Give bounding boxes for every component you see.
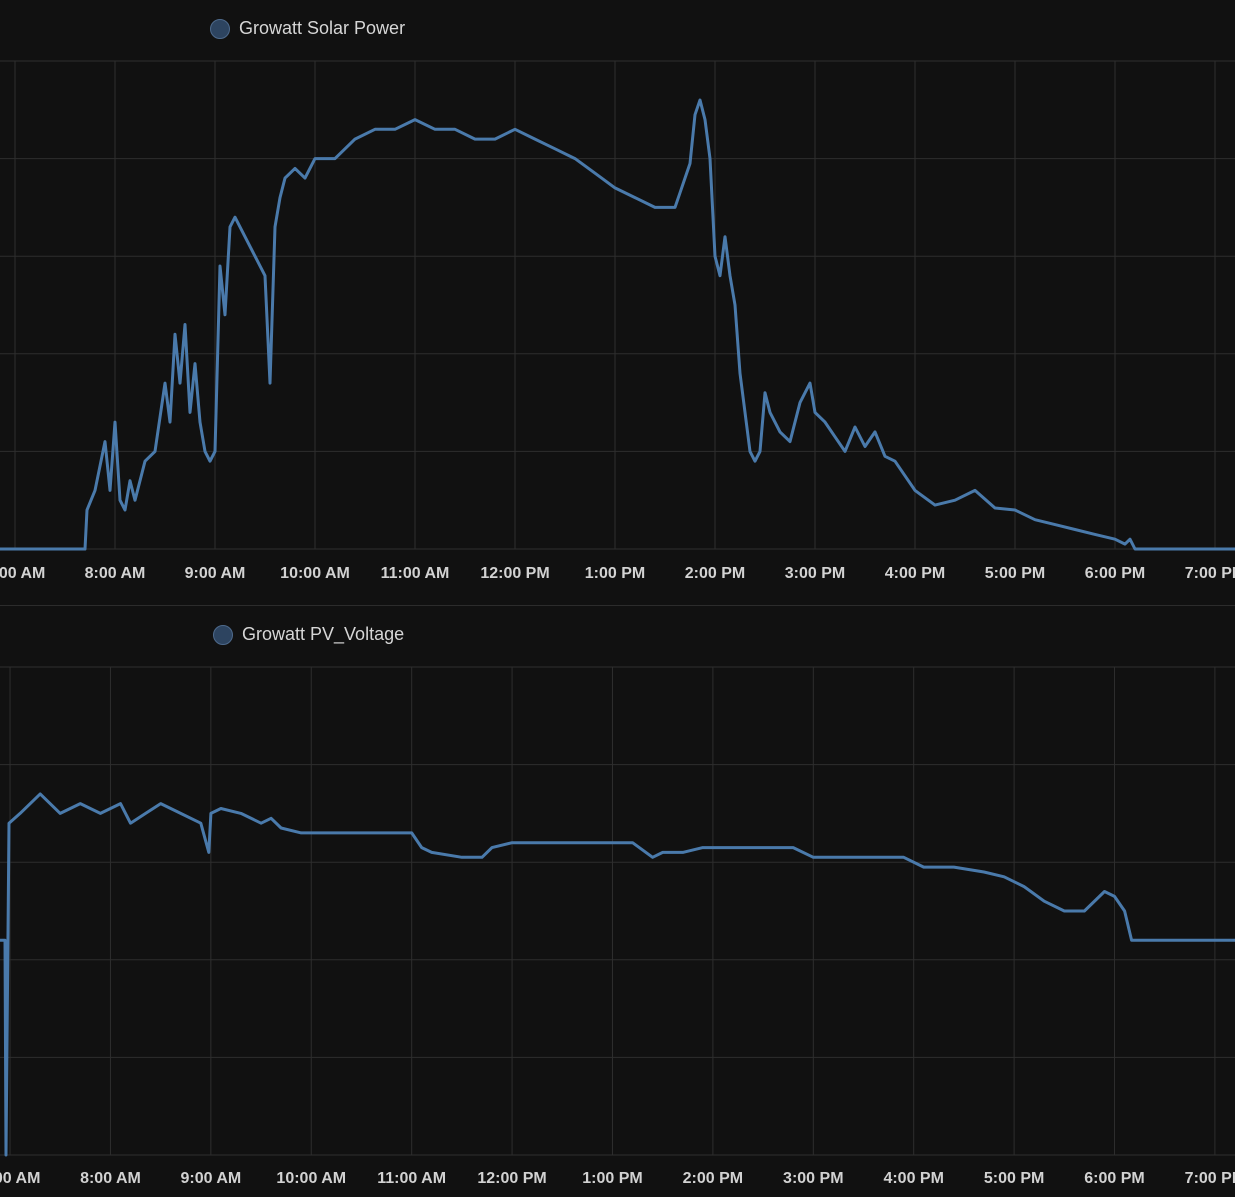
x-tick-label: 11:00 AM xyxy=(381,565,450,582)
x-tick-label: 9:00 AM xyxy=(185,565,246,582)
pv-voltage-panel: Growatt PV_Voltage 7:00 AM 8:00 AM 9:00 AM… xyxy=(0,606,1235,1197)
x-tick-label: 5:00 PM xyxy=(985,565,1045,582)
panel-divider xyxy=(0,605,1235,606)
pv-voltage-chart[interactable]: 7:00 AM 8:00 AM 9:00 AM 10:00 AM 11:00 AM 12:… xyxy=(0,606,1235,1197)
x-tick-label: 6:00 PM xyxy=(1085,565,1145,582)
x-tick-label: 11:00 AM xyxy=(377,1170,446,1187)
x-tick-label: 2:00 PM xyxy=(683,1170,743,1187)
x-tick-label: 3:00 PM xyxy=(783,1170,843,1187)
legend-dot-icon xyxy=(213,624,233,645)
x-tick-label: 10:00 AM xyxy=(276,1170,346,1187)
series-line xyxy=(0,792,1235,1157)
x-tick-label: 12:00 PM xyxy=(480,565,549,582)
x-tick-label: 7:00 AM xyxy=(0,565,45,582)
legend-label: Growatt Solar Power xyxy=(239,18,406,38)
legend-item-pv-voltage[interactable]: Growatt PV_Voltage xyxy=(213,624,404,645)
x-tick-label: 10:00 AM xyxy=(280,565,350,582)
x-tick-label: 8:00 AM xyxy=(85,565,146,582)
x-tick-label: 4:00 PM xyxy=(885,565,945,582)
legend-label: Growatt PV_Voltage xyxy=(242,624,405,644)
x-tick-label: 3:00 PM xyxy=(785,565,845,582)
x-tick-label: 4:00 PM xyxy=(883,1170,943,1187)
x-tick-label: 7:00 PM xyxy=(1185,565,1235,582)
x-tick-label: 1:00 PM xyxy=(582,1170,642,1187)
solar-power-chart[interactable]: 7:00 AM 8:00 AM 9:00 AM 10:00 AM 11:00 AM 12:… xyxy=(0,0,1235,605)
x-tick-label: 9:00 AM xyxy=(180,1170,241,1187)
x-tick-label: 6:00 PM xyxy=(1084,1170,1144,1187)
x-tick-label: 7:00 PM xyxy=(1185,1170,1235,1187)
x-tick-label: 5:00 PM xyxy=(984,1170,1044,1187)
x-tick-label: 8:00 AM xyxy=(80,1170,141,1187)
x-tick-label: 2:00 PM xyxy=(685,565,745,582)
legend-dot-icon xyxy=(210,18,230,39)
x-tick-label: 7:00 AM xyxy=(0,1170,40,1187)
x-tick-label: 1:00 PM xyxy=(585,565,645,582)
legend-item-solar-power[interactable]: Growatt Solar Power xyxy=(210,18,405,39)
x-tick-label: 12:00 PM xyxy=(477,1170,546,1187)
solar-power-panel: Growatt Solar Power 7:00 AM 8:00 AM 9:00 A… xyxy=(0,0,1235,605)
series-line xyxy=(0,98,1235,551)
